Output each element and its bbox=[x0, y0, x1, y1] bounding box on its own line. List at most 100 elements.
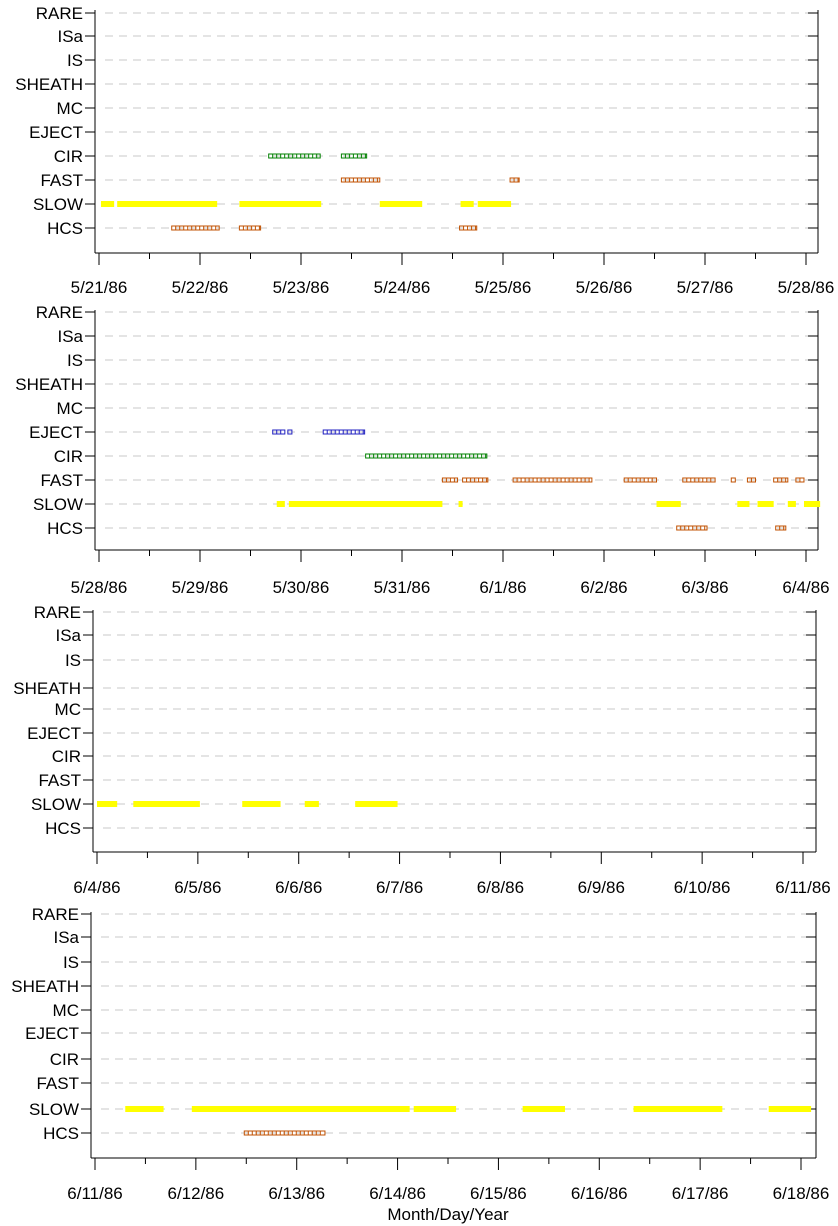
y-tick-label-sheath: SHEATH bbox=[15, 75, 83, 94]
y-tick-label-cir: CIR bbox=[54, 447, 83, 466]
interval-slow bbox=[460, 201, 474, 207]
interval-cir bbox=[340, 153, 368, 159]
interval-cir bbox=[365, 453, 488, 459]
interval-slow bbox=[239, 201, 322, 207]
x-tick-label: 6/14/86 bbox=[369, 1184, 426, 1203]
y-tick-label-fast: FAST bbox=[38, 771, 81, 790]
interval-hcs bbox=[171, 225, 220, 231]
interval-slow bbox=[413, 1106, 457, 1112]
interval-slow bbox=[242, 801, 281, 807]
x-tick-label: 6/11/86 bbox=[67, 1184, 122, 1203]
x-tick-label: 5/31/86 bbox=[374, 578, 431, 597]
y-tick-label-eject: EJECT bbox=[29, 123, 83, 142]
interval-cir bbox=[268, 153, 321, 159]
interval-fast bbox=[746, 477, 756, 483]
y-tick-label-isa: ISa bbox=[57, 27, 83, 46]
y-tick-label-is: IS bbox=[67, 351, 83, 370]
y-tick-label-is: IS bbox=[63, 953, 79, 972]
y-tick-label-sheath: SHEATH bbox=[11, 977, 79, 996]
interval-fast bbox=[512, 477, 593, 483]
y-tick-label-rare: RARE bbox=[36, 4, 83, 23]
x-tick-label: 5/30/86 bbox=[273, 578, 330, 597]
y-tick-label-rare: RARE bbox=[36, 303, 83, 322]
interval-slow bbox=[633, 1106, 723, 1112]
interval-eject bbox=[287, 429, 293, 435]
x-tick-label: 6/16/86 bbox=[571, 1184, 628, 1203]
interval-slow bbox=[803, 501, 821, 507]
x-tick-label: 5/23/86 bbox=[273, 278, 330, 297]
interval-fast bbox=[682, 477, 716, 483]
interval-fast bbox=[795, 477, 805, 483]
x-tick-label: 6/13/86 bbox=[268, 1184, 325, 1203]
y-tick-label-cir: CIR bbox=[50, 1050, 79, 1069]
y-tick-label-slow: SLOW bbox=[29, 1100, 79, 1119]
x-tick-label: 5/27/86 bbox=[677, 278, 734, 297]
y-tick-label-fast: FAST bbox=[40, 171, 83, 190]
y-tick-label-sheath: SHEATH bbox=[15, 375, 83, 394]
interval-hcs bbox=[243, 1130, 326, 1136]
interval-fast bbox=[462, 477, 489, 483]
panel-1: RARE ISa IS SHEATH MC EJECT CIR FAST SLOW HCS 5/21… bbox=[15, 4, 834, 297]
x-tick-label: 6/11/86 bbox=[775, 878, 830, 897]
x-tick-label: 6/7/86 bbox=[376, 878, 423, 897]
panel-4: RARE ISa IS SHEATH MC EJECT CIR FAST SLOW HCS 6/11… bbox=[11, 905, 829, 1203]
interval-fast bbox=[441, 477, 459, 483]
y-tick-label-cir: CIR bbox=[54, 147, 83, 166]
y-tick-label-hcs: HCS bbox=[47, 219, 83, 238]
y-tick-label-sheath: SHEATH bbox=[13, 679, 81, 698]
interval-hcs bbox=[459, 225, 478, 231]
interval-slow bbox=[276, 501, 285, 507]
x-tick-label: 5/22/86 bbox=[172, 278, 229, 297]
y-tick-label-slow: SLOW bbox=[33, 495, 83, 514]
y-tick-label-fast: FAST bbox=[40, 471, 83, 490]
interval-hcs bbox=[775, 525, 787, 531]
x-tick-label: 5/25/86 bbox=[475, 278, 532, 297]
interval-fast bbox=[623, 477, 658, 483]
interval-slow bbox=[656, 501, 681, 507]
interval-slow bbox=[355, 801, 398, 807]
interval-slow bbox=[133, 801, 200, 807]
interval-slow bbox=[522, 1106, 565, 1112]
interval-slow bbox=[101, 201, 115, 207]
x-tick-label: 6/15/86 bbox=[470, 1184, 527, 1203]
interval-slow bbox=[757, 501, 774, 507]
x-tick-label: 6/17/86 bbox=[672, 1184, 729, 1203]
y-tick-label-isa: ISa bbox=[57, 327, 83, 346]
x-tick-label: 6/3/86 bbox=[681, 578, 728, 597]
x-tick-label: 5/21/86 bbox=[71, 278, 128, 297]
interval-slow bbox=[304, 801, 319, 807]
interval-slow bbox=[477, 201, 512, 207]
y-tick-label-eject: EJECT bbox=[29, 423, 83, 442]
panel-3: RARE ISa IS SHEATH MC EJECT CIR FAST SLOW HCS 6/4/… bbox=[13, 603, 830, 897]
x-tick-label: 6/6/86 bbox=[275, 878, 322, 897]
x-tick-label: 6/10/86 bbox=[674, 878, 731, 897]
y-tick-label-mc: MC bbox=[53, 1001, 79, 1020]
interval-fast bbox=[773, 477, 789, 483]
interval-fast bbox=[509, 177, 520, 183]
x-tick-label: 5/28/86 bbox=[71, 578, 128, 597]
interval-hcs bbox=[676, 525, 708, 531]
x-tick-label: 6/8/86 bbox=[477, 878, 524, 897]
interval-slow bbox=[379, 201, 423, 207]
interval-hcs bbox=[238, 225, 262, 231]
y-tick-label-fast: FAST bbox=[36, 1074, 79, 1093]
interval-slow bbox=[191, 1106, 410, 1112]
x-tick-label: 6/12/86 bbox=[167, 1184, 224, 1203]
panel-2: RARE ISa IS SHEATH MC EJECT CIR FAST SLOW HCS 5/28… bbox=[15, 303, 829, 597]
x-tick-label: 5/29/86 bbox=[172, 578, 229, 597]
y-tick-label-mc: MC bbox=[57, 399, 83, 418]
y-tick-label-is: IS bbox=[65, 651, 81, 670]
x-tick-label: 6/4/86 bbox=[73, 878, 120, 897]
y-tick-label-rare: RARE bbox=[34, 603, 81, 622]
x-tick-label: 6/1/86 bbox=[479, 578, 526, 597]
interval-eject bbox=[272, 429, 286, 435]
x-tick-label: 5/28/86 bbox=[778, 278, 835, 297]
interval-slow bbox=[768, 1106, 812, 1112]
y-tick-label-is: IS bbox=[67, 51, 83, 70]
interval-slow bbox=[97, 801, 118, 807]
interval-fast bbox=[730, 477, 736, 483]
y-tick-label-cir: CIR bbox=[52, 747, 81, 766]
x-tick-label: 6/18/86 bbox=[773, 1184, 830, 1203]
x-tick-label: 5/26/86 bbox=[576, 278, 633, 297]
y-tick-label-hcs: HCS bbox=[45, 819, 81, 838]
